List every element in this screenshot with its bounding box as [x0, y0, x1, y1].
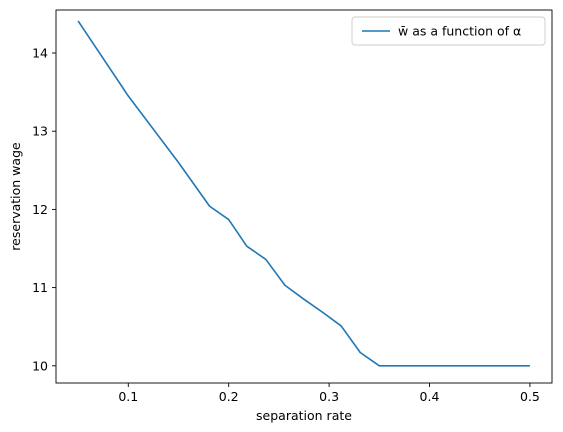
- y-tick-label: 13: [32, 124, 48, 139]
- legend: w̄ as a function of α: [351, 16, 546, 46]
- x-axis-label: separation rate: [256, 408, 352, 423]
- y-tick-label: 11: [32, 280, 48, 295]
- x-tick-label: 0.3: [319, 389, 339, 404]
- x-ticks: 0.1 0.2 0.3 0.4 0.5: [118, 383, 540, 404]
- x-tick-label: 0.1: [118, 389, 138, 404]
- y-tick-label: 10: [32, 358, 48, 373]
- y-axis-label: reservation wage: [8, 142, 23, 251]
- legend-label: w̄ as a function of α: [398, 24, 521, 39]
- plot-area: [56, 10, 552, 383]
- series-line-wbar: [77, 20, 530, 367]
- legend-box: [351, 16, 546, 46]
- y-tick-label: 14: [32, 46, 48, 61]
- x-tick-label: 0.2: [219, 389, 239, 404]
- x-tick-label: 0.5: [520, 389, 540, 404]
- x-tick-label: 0.4: [420, 389, 440, 404]
- plot-frame: [55, 9, 553, 384]
- y-ticks: 10 11 12 13 14: [32, 46, 56, 373]
- y-tick-label: 12: [32, 202, 48, 217]
